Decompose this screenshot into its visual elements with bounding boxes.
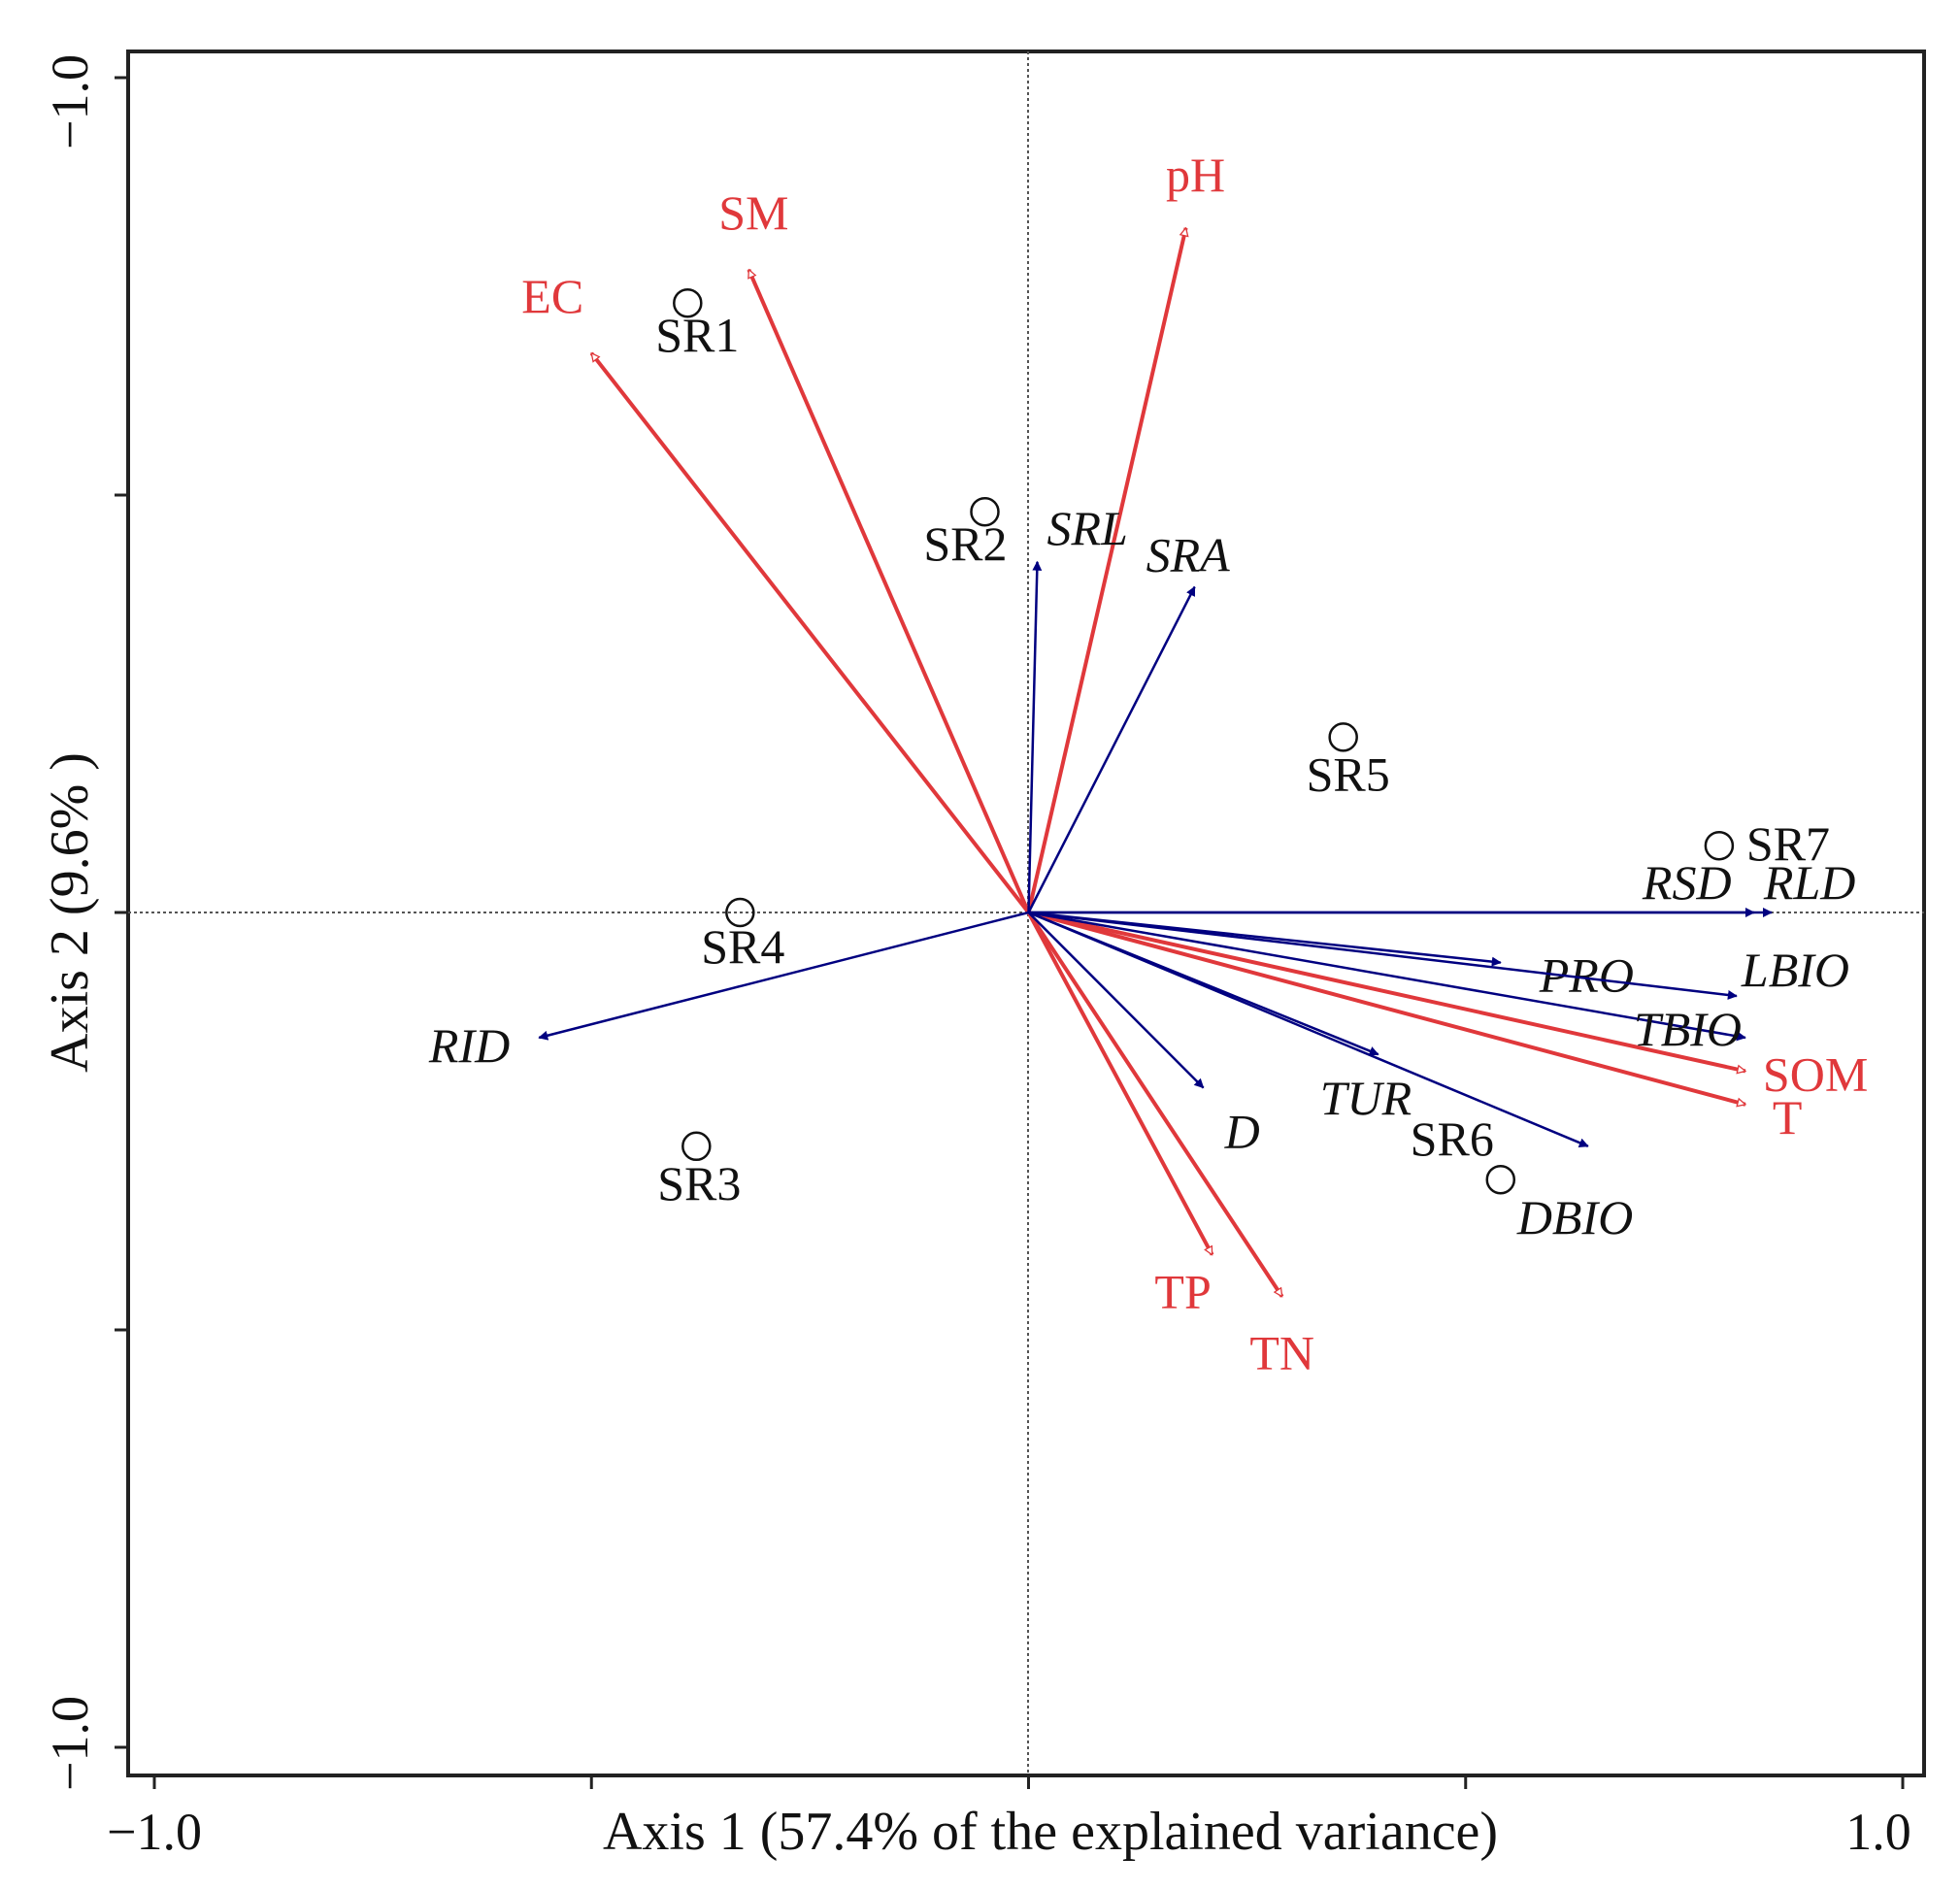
- trait-label-lbio: LBIO: [1741, 943, 1849, 997]
- trait-label-tbio: TBIO: [1634, 1002, 1742, 1056]
- y-axis-title: Axis 2 (9.6% ): [40, 752, 100, 1073]
- env-vector-ec: [589, 351, 1031, 914]
- env-label-ph: pH: [1166, 148, 1225, 202]
- trait-label-rid: RID: [428, 1018, 510, 1073]
- sample-point-sr2: [970, 496, 1000, 527]
- sample-label-sr1: SR1: [655, 308, 739, 362]
- trait-vector-lbio: [1028, 911, 1738, 1000]
- trait-label-dbio: DBIO: [1516, 1190, 1633, 1244]
- env-label-t: T: [1773, 1090, 1803, 1144]
- trait-label-sra: SRA: [1146, 528, 1231, 582]
- x-tick-label-max: 1.0: [1845, 1803, 1911, 1861]
- x-tick-label-min: −1.0: [107, 1803, 202, 1861]
- env-vector-tn: [1026, 911, 1284, 1297]
- sample-label-sr7: SR7: [1746, 816, 1830, 871]
- env-vector-som: [1028, 911, 1745, 1071]
- env-vector-t: [1027, 911, 1745, 1105]
- trait-vector-dbio: [1028, 911, 1589, 1147]
- env-label-tn: TN: [1249, 1326, 1314, 1380]
- env-vector-sm: [747, 270, 1031, 913]
- y-tick-label-top: −1.0: [41, 54, 99, 149]
- sample-label-sr6: SR6: [1411, 1111, 1494, 1166]
- sample-point-sr3: [681, 1131, 712, 1162]
- trait-label-srl: SRL: [1047, 501, 1128, 555]
- sample-point-sr5: [1328, 722, 1358, 752]
- env-label-tp: TP: [1154, 1265, 1211, 1319]
- env-vector-tp: [1026, 912, 1214, 1255]
- env-label-som: SOM: [1763, 1046, 1868, 1101]
- trait-label-d: D: [1224, 1105, 1260, 1159]
- sample-points: SR1 SR2 SR3 SR4 SR5 SR6 SR7: [655, 287, 1830, 1210]
- env-label-ec: EC: [521, 269, 583, 323]
- sample-point-sr7: [1704, 830, 1735, 861]
- x-axis-title: Axis 1 (57.4% of the explained variance): [603, 1802, 1498, 1862]
- sample-point-sr1: [673, 287, 703, 318]
- trait-vector-rid: [538, 911, 1029, 1041]
- trait-label-tur: TUR: [1320, 1071, 1412, 1125]
- sample-label-sr4: SR4: [701, 919, 784, 974]
- sample-point-sr4: [725, 897, 755, 928]
- trait-vector-tbio: [1028, 911, 1746, 1042]
- trait-label-rsd: RSD: [1642, 855, 1732, 910]
- env-vector-ph: [1026, 228, 1186, 913]
- trait-vector-d: [1027, 912, 1205, 1089]
- sample-label-sr5: SR5: [1307, 746, 1390, 801]
- sample-label-sr3: SR3: [657, 1156, 741, 1210]
- trait-vector-sra: [1027, 585, 1196, 913]
- axis-ticks: [115, 76, 1905, 1789]
- env-label-sm: SM: [718, 185, 788, 240]
- y-tick-label-bottom: −1.0: [41, 1696, 99, 1791]
- trait-vector-srl: [1027, 560, 1043, 913]
- sample-label-sr2: SR2: [923, 516, 1007, 571]
- sample-point-sr6: [1485, 1164, 1516, 1195]
- trait-label-rld: RLD: [1763, 855, 1855, 910]
